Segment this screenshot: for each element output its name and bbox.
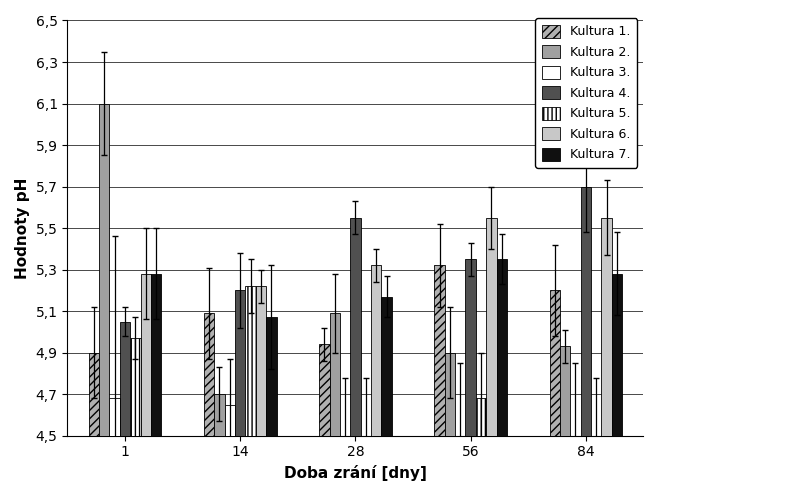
- Bar: [569, 435, 580, 496]
- Bar: [225, 405, 235, 496]
- Bar: [109, 398, 119, 496]
- Bar: [204, 313, 214, 496]
- Bar: [465, 259, 476, 496]
- Bar: [329, 313, 339, 496]
- Bar: [256, 286, 265, 496]
- Bar: [496, 259, 506, 496]
- Bar: [265, 317, 276, 496]
- Bar: [371, 265, 381, 496]
- Bar: [88, 353, 99, 496]
- Bar: [99, 104, 109, 496]
- Bar: [381, 297, 391, 496]
- Bar: [476, 398, 485, 496]
- Bar: [151, 274, 161, 496]
- Bar: [339, 435, 350, 496]
- Bar: [140, 274, 151, 496]
- Bar: [360, 435, 371, 496]
- Bar: [444, 353, 455, 496]
- Bar: [611, 274, 622, 496]
- Legend: Kultura 1., Kultura 2., Kultura 3., Kultura 4., Kultura 5., Kultura 6., Kultura : Kultura 1., Kultura 2., Kultura 3., Kult…: [535, 18, 637, 168]
- Bar: [119, 321, 130, 496]
- Bar: [235, 290, 245, 496]
- Bar: [580, 186, 590, 496]
- Bar: [318, 344, 329, 496]
- Bar: [549, 290, 559, 496]
- Bar: [455, 435, 465, 496]
- Bar: [590, 435, 601, 496]
- Bar: [485, 218, 496, 496]
- Bar: [214, 394, 225, 496]
- Bar: [601, 218, 611, 496]
- Bar: [434, 265, 444, 496]
- X-axis label: Doba zrání [dny]: Doba zrání [dny]: [284, 465, 427, 481]
- Y-axis label: Hodnoty pH: Hodnoty pH: [15, 178, 30, 279]
- Bar: [130, 338, 140, 496]
- Bar: [245, 286, 256, 496]
- Bar: [350, 218, 360, 496]
- Bar: [559, 346, 569, 496]
